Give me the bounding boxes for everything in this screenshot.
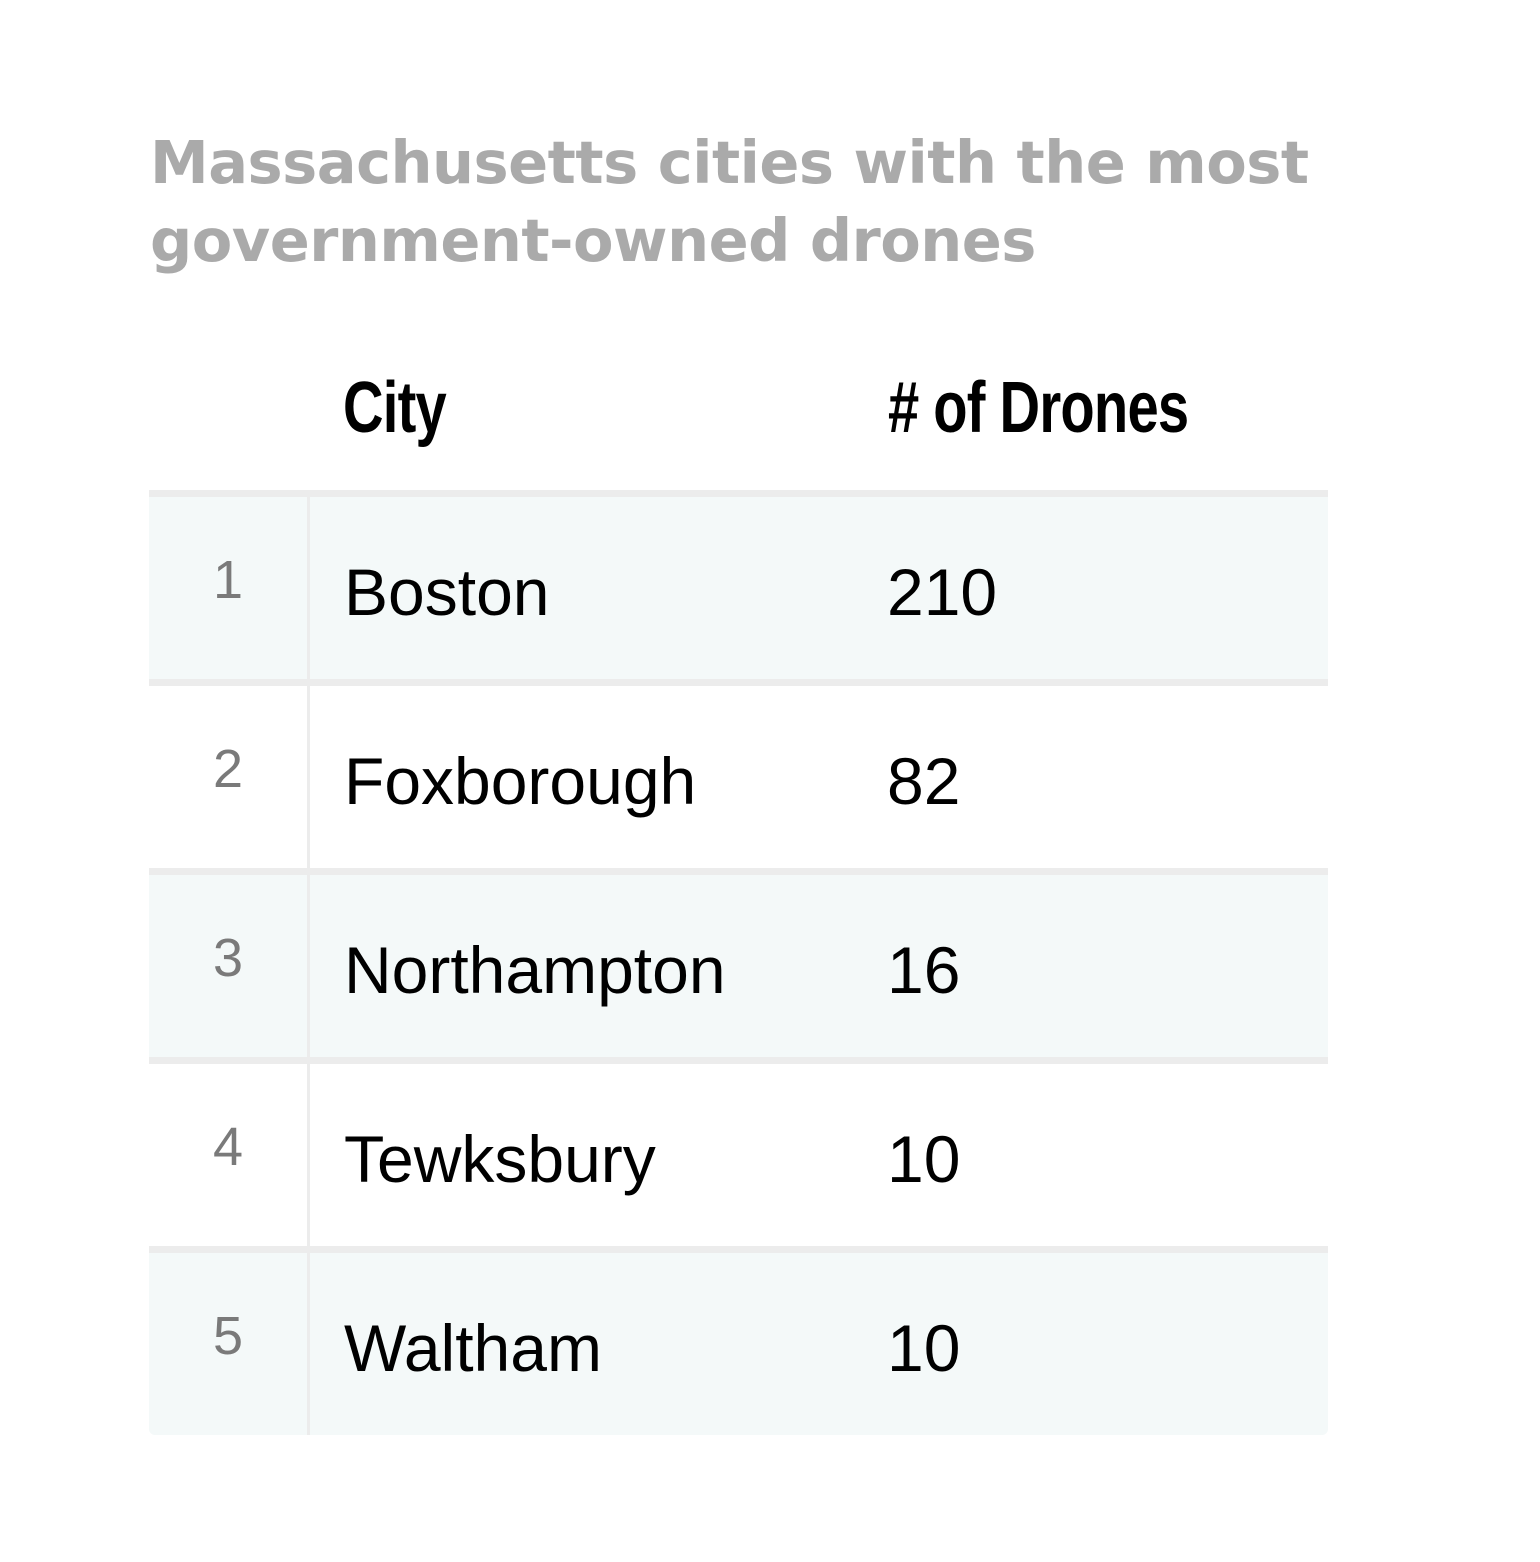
drone-count-cell: 16	[887, 933, 961, 1007]
table-header: City # of Drones	[149, 340, 1328, 490]
rank-cell: 5	[212, 1306, 244, 1366]
rank-divider	[307, 686, 310, 868]
city-cell: Tewksbury	[344, 1122, 656, 1196]
chart-title: Massachusetts cities with the most gover…	[150, 128, 1309, 275]
drone-count-cell: 10	[887, 1122, 961, 1196]
table-row: 5 Waltham 10	[149, 1246, 1328, 1435]
city-cell: Foxborough	[344, 744, 697, 818]
rank-cell: 3	[212, 928, 244, 988]
table-body: 1 Boston 210 2 Foxborough 82 3 Northampton 16 4 Te…	[149, 490, 1328, 1435]
rank-divider	[307, 875, 310, 1057]
drones-table: City # of Drones 1 Boston 210 2 Foxborough 82…	[149, 340, 1328, 1435]
drone-count-cell: 210	[887, 555, 998, 629]
table-row: 4 Tewksbury 10	[149, 1057, 1328, 1246]
rank-divider	[307, 1253, 310, 1435]
rank-divider	[307, 1064, 310, 1246]
drone-count-cell: 10	[887, 1311, 961, 1385]
rank-cell: 2	[212, 739, 244, 799]
city-cell: Boston	[344, 555, 550, 629]
city-cell: Waltham	[344, 1311, 602, 1385]
rank-cell: 1	[212, 550, 244, 610]
city-cell: Northampton	[344, 933, 726, 1007]
column-header-drones: # of Drones	[888, 368, 1189, 448]
table-row: 1 Boston 210	[149, 490, 1328, 679]
rank-divider	[307, 497, 310, 679]
table-row: 2 Foxborough 82	[149, 679, 1328, 868]
drone-count-cell: 82	[887, 744, 961, 818]
rank-cell: 4	[212, 1117, 244, 1177]
table-row: 3 Northampton 16	[149, 868, 1328, 1057]
column-header-city: City	[343, 368, 447, 448]
